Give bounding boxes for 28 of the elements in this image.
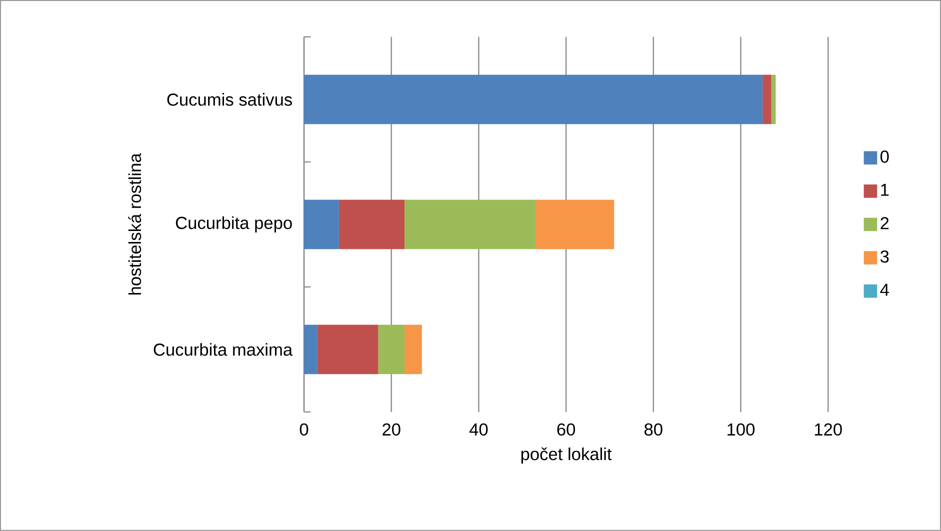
- bar: [304, 324, 318, 374]
- x-tick-label: 60: [557, 423, 576, 436]
- legend-label: 3: [880, 250, 889, 263]
- bar: [304, 200, 339, 250]
- legend-label: 0: [880, 150, 889, 163]
- legend-label: 1: [881, 184, 889, 196]
- x-tick-label: 80: [644, 423, 662, 436]
- y-axis-title: hostitelská rostlina: [128, 153, 142, 295]
- x-tick-label: 0: [300, 423, 308, 436]
- bar: [338, 200, 404, 250]
- y-tick-label: Cucurbita pepo: [176, 216, 292, 233]
- x-tick-label: 40: [469, 423, 488, 436]
- bar: [762, 74, 772, 124]
- y-tick-label: Cucurbita maxima: [154, 343, 293, 356]
- x-tick-label: 100: [728, 423, 755, 436]
- bar: [317, 324, 378, 374]
- legend-label: 2: [880, 217, 889, 230]
- bar: [304, 74, 763, 124]
- x-tick-label: 20: [382, 423, 400, 436]
- bar: [404, 200, 536, 250]
- bar: [535, 200, 614, 250]
- bar: [771, 74, 776, 124]
- bar: [404, 324, 422, 374]
- y-tick-label: Cucumis sativus: [167, 93, 292, 106]
- legend-label: 4: [880, 284, 889, 296]
- x-axis-title: počet lokalit: [521, 447, 612, 464]
- bar: [378, 324, 404, 374]
- x-tick-label: 120: [814, 423, 842, 436]
